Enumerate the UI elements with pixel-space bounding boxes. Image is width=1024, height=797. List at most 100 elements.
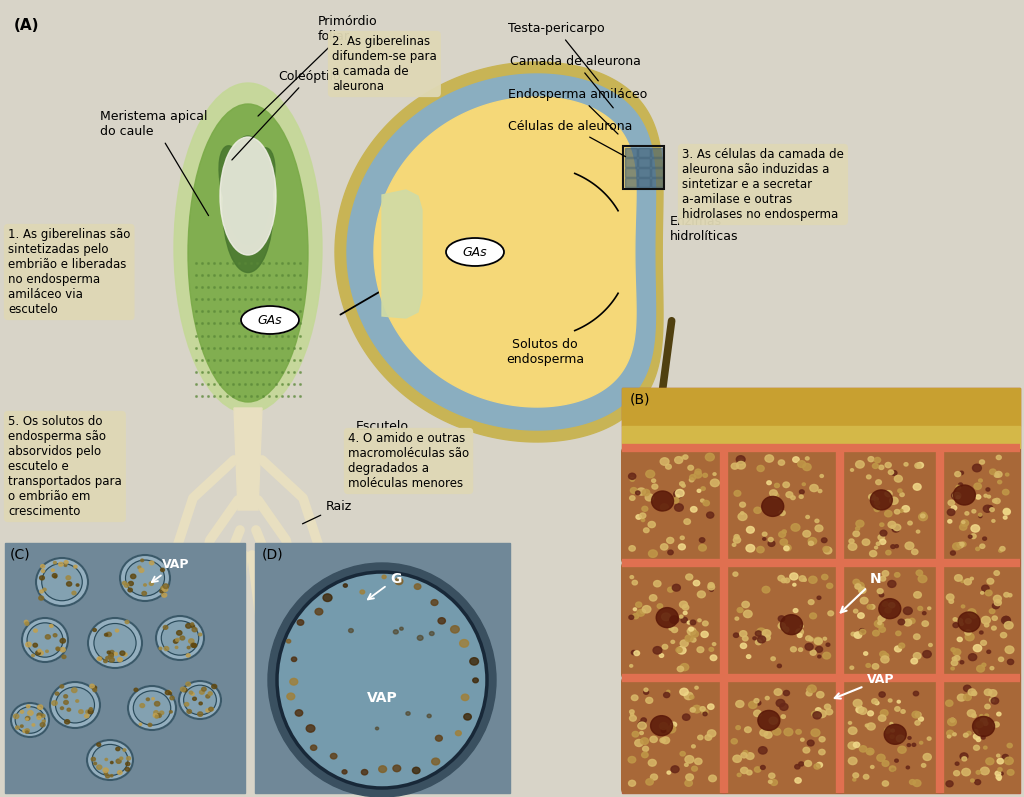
Ellipse shape (782, 530, 786, 533)
Ellipse shape (268, 563, 496, 797)
Ellipse shape (160, 711, 164, 715)
Ellipse shape (631, 488, 637, 493)
Ellipse shape (806, 691, 812, 696)
FancyBboxPatch shape (621, 677, 725, 794)
Ellipse shape (874, 621, 882, 627)
Ellipse shape (885, 462, 891, 468)
Ellipse shape (52, 574, 57, 578)
Ellipse shape (1008, 770, 1014, 775)
Ellipse shape (996, 713, 1001, 716)
Ellipse shape (801, 625, 804, 627)
Bar (651, 158, 663, 167)
Ellipse shape (896, 631, 901, 635)
Ellipse shape (878, 615, 885, 622)
Ellipse shape (290, 678, 298, 685)
Ellipse shape (184, 702, 188, 706)
Ellipse shape (783, 690, 790, 696)
Ellipse shape (972, 691, 977, 696)
Ellipse shape (163, 584, 169, 588)
Ellipse shape (803, 463, 811, 470)
Ellipse shape (879, 715, 886, 721)
Ellipse shape (682, 605, 689, 610)
Ellipse shape (757, 628, 766, 636)
Ellipse shape (913, 779, 921, 787)
Ellipse shape (382, 575, 386, 579)
Ellipse shape (762, 497, 783, 516)
Ellipse shape (967, 732, 971, 735)
Ellipse shape (116, 629, 119, 632)
Ellipse shape (306, 724, 315, 732)
Ellipse shape (919, 513, 928, 520)
Ellipse shape (799, 495, 803, 498)
Ellipse shape (965, 512, 969, 515)
Ellipse shape (188, 104, 308, 402)
Ellipse shape (687, 621, 691, 624)
Ellipse shape (679, 544, 685, 550)
Ellipse shape (680, 752, 685, 756)
Ellipse shape (993, 722, 999, 727)
Bar (625, 178, 637, 187)
Bar (625, 148, 637, 157)
Ellipse shape (690, 507, 697, 512)
Ellipse shape (642, 489, 650, 496)
Ellipse shape (111, 761, 113, 764)
Ellipse shape (953, 618, 957, 621)
Ellipse shape (961, 753, 968, 760)
Ellipse shape (114, 653, 118, 655)
Ellipse shape (709, 647, 714, 651)
Ellipse shape (156, 716, 159, 718)
Ellipse shape (966, 618, 971, 623)
Ellipse shape (860, 597, 868, 604)
Ellipse shape (796, 729, 802, 734)
Polygon shape (234, 408, 262, 510)
Ellipse shape (734, 535, 739, 539)
Ellipse shape (664, 693, 670, 697)
Text: Solutos do
endosperma: Solutos do endosperma (506, 338, 584, 366)
Ellipse shape (964, 685, 971, 692)
Text: Camada de aleurona: Camada de aleurona (510, 55, 641, 108)
Ellipse shape (103, 768, 109, 772)
Ellipse shape (42, 720, 45, 723)
Ellipse shape (124, 583, 129, 587)
Ellipse shape (961, 661, 964, 664)
Ellipse shape (982, 663, 986, 666)
Ellipse shape (190, 625, 195, 628)
Ellipse shape (26, 731, 29, 733)
Ellipse shape (769, 773, 775, 779)
Text: Meristema apical
do caule: Meristema apical do caule (100, 110, 209, 216)
Ellipse shape (128, 588, 132, 592)
Ellipse shape (858, 613, 864, 618)
Ellipse shape (684, 764, 688, 767)
Ellipse shape (964, 733, 968, 737)
Ellipse shape (984, 689, 992, 696)
Ellipse shape (959, 471, 964, 474)
Ellipse shape (25, 728, 30, 732)
Ellipse shape (950, 718, 955, 722)
Ellipse shape (1004, 508, 1010, 514)
Ellipse shape (663, 645, 668, 649)
Ellipse shape (758, 710, 780, 730)
Ellipse shape (973, 717, 994, 736)
Ellipse shape (815, 708, 821, 713)
Ellipse shape (895, 646, 901, 652)
Ellipse shape (636, 515, 641, 519)
Ellipse shape (825, 709, 833, 715)
Ellipse shape (888, 521, 896, 528)
Ellipse shape (859, 746, 866, 752)
Ellipse shape (899, 509, 903, 512)
Ellipse shape (667, 690, 670, 693)
Ellipse shape (685, 756, 694, 764)
Ellipse shape (94, 763, 96, 765)
Ellipse shape (891, 768, 895, 771)
Ellipse shape (858, 587, 866, 594)
Ellipse shape (896, 735, 904, 742)
Ellipse shape (996, 775, 1001, 779)
Ellipse shape (761, 765, 765, 769)
Ellipse shape (954, 656, 959, 661)
Ellipse shape (156, 714, 160, 717)
Ellipse shape (629, 615, 634, 619)
Ellipse shape (671, 766, 679, 772)
Bar (651, 178, 663, 187)
Ellipse shape (23, 729, 27, 732)
Ellipse shape (903, 607, 912, 614)
